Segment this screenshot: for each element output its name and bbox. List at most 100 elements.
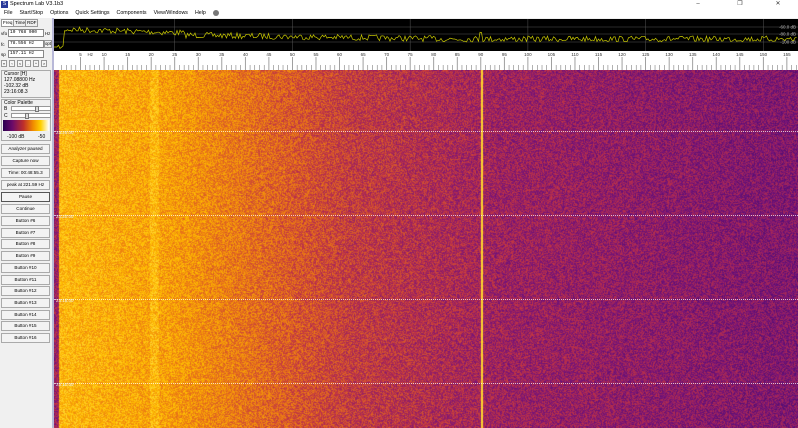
- time-display: Time: 00:48:55.3: [1, 168, 50, 178]
- menu-options[interactable]: Options: [50, 10, 69, 16]
- time-label: 23:10:00: [56, 382, 74, 387]
- fc-label: fc: [1, 42, 5, 47]
- menu-view-windows[interactable]: View/Windows: [153, 10, 188, 16]
- palette-gradient: [3, 120, 49, 131]
- cursor-title: Cursor [H]: [4, 71, 27, 77]
- axis-tick-label: 10: [102, 52, 108, 57]
- axis-tick-label: 60: [337, 52, 343, 57]
- sp-input[interactable]: 157.11 Hz: [8, 50, 44, 58]
- nav-up-button[interactable]: ^: [33, 60, 39, 67]
- restore-button[interactable]: ❐: [737, 1, 743, 7]
- brightness-thumb[interactable]: [35, 106, 40, 112]
- time-gridline: [54, 215, 798, 216]
- status-dot-icon[interactable]: [212, 9, 219, 16]
- axis-tick-label: 155: [783, 52, 791, 57]
- palette-min-label: -100 dB: [7, 134, 25, 140]
- axis-tick-label: 35: [219, 52, 225, 57]
- opt-button[interactable]: opt: [44, 40, 52, 48]
- left-panel: Freq Time RDF vfo 10 768 000 Hz fc 78.55…: [0, 18, 52, 428]
- axis-tick-label: 45: [266, 52, 272, 57]
- peak-display: peak at 221.59 Hz: [1, 180, 50, 190]
- cursor-group: Cursor [H] 127.08800 Hz -102.32 dB 23:16…: [1, 70, 51, 98]
- custom-button-7[interactable]: Button #7: [1, 227, 50, 238]
- menu-help[interactable]: Help: [194, 10, 206, 16]
- contrast-slider[interactable]: [11, 113, 51, 119]
- custom-button-9[interactable]: Button #9: [1, 251, 50, 262]
- axis-tick-label: 105: [548, 52, 556, 57]
- contrast-thumb[interactable]: [24, 113, 29, 119]
- axis-tick-label: 115: [595, 52, 603, 57]
- axis-tick-label: 75: [408, 52, 414, 57]
- nav-first-button[interactable]: «: [1, 60, 7, 67]
- axis-tick-label: 145: [736, 52, 744, 57]
- nav-prev-page-button[interactable]: ‹: [9, 60, 15, 67]
- brightness-label: B: [4, 106, 8, 112]
- axis-tick-label: 130: [665, 52, 673, 57]
- axis-tick-label: 5: [79, 52, 82, 57]
- tab-rdf[interactable]: RDF: [25, 19, 39, 27]
- menu-quick-settings[interactable]: Quick Settings: [75, 10, 110, 16]
- axis-tick-label: 120: [618, 52, 626, 57]
- waterfall-canvas[interactable]: [54, 70, 798, 428]
- axis-tick-label: 125: [642, 52, 650, 57]
- axis-tick-label: 30: [196, 52, 202, 57]
- continue-button[interactable]: Continue: [1, 204, 50, 214]
- nav-next-button[interactable]: >: [41, 60, 47, 67]
- sp-label: sp: [1, 52, 6, 57]
- menu-file[interactable]: File: [4, 10, 13, 16]
- custom-button-10[interactable]: Button #10: [1, 262, 50, 273]
- panel-separator[interactable]: [52, 18, 54, 428]
- custom-button-6[interactable]: Button #6: [1, 216, 50, 226]
- time-label: 23:15:00: [56, 298, 74, 303]
- axis-tick-label: 20: [149, 52, 155, 57]
- capture-now-button[interactable]: Capture now: [1, 156, 50, 166]
- fc-input[interactable]: 78.556 Hz: [8, 40, 44, 48]
- axis-tick-label: 40: [243, 52, 249, 57]
- custom-button-14[interactable]: Button #14: [1, 309, 50, 320]
- axis-tick-label: 65: [361, 52, 367, 57]
- db-label: -80.0 dB: [779, 32, 796, 37]
- title-bar: S Spectrum Lab V3.1b3 – ❐ ✕: [0, 0, 798, 9]
- axis-tick-label: 95: [502, 52, 508, 57]
- vfo-label: vfo: [1, 31, 8, 36]
- analyzer-paused-button[interactable]: Analyzer paused: [1, 144, 50, 154]
- axis-tick-label: 150: [760, 52, 768, 57]
- spectrum-graph[interactable]: -60.0 dB -80.0 dB -100 dB: [54, 19, 798, 51]
- axis-tick-label: 50: [290, 52, 296, 57]
- axis-tick-label: 140: [712, 52, 720, 57]
- minimize-button[interactable]: –: [696, 1, 700, 7]
- db-label: -100 dB: [780, 40, 796, 45]
- custom-button-16[interactable]: Button #16: [1, 333, 50, 343]
- axis-tick-label: 100: [524, 52, 532, 57]
- menu-start-stop[interactable]: Start/Stop: [19, 10, 44, 16]
- window-title: Spectrum Lab V3.1b3: [10, 1, 64, 7]
- axis-tick-label: 110: [571, 52, 579, 57]
- axis-tick-label: 55: [313, 52, 319, 57]
- axis-tick-label: 135: [689, 52, 697, 57]
- spectrum-trace: [54, 26, 797, 49]
- db-label: -60.0 dB: [779, 25, 796, 30]
- waterfall-display[interactable]: 23:25:00 23:20:00 23:15:00 23:10:00: [54, 70, 798, 428]
- brightness-slider[interactable]: [11, 106, 51, 112]
- nav-prev-button[interactable]: <: [17, 60, 23, 67]
- menu-bar: File Start/Stop Options Quick Settings Compo…: [0, 9, 798, 18]
- custom-button-8[interactable]: Button #8: [1, 239, 50, 250]
- cursor-level: -102.32 dB: [4, 83, 29, 89]
- custom-button-13[interactable]: Button #13: [1, 297, 50, 308]
- frequency-axis[interactable]: 5 10 15 20 25 30 35 40 45 50 55 60 65 70 75 80 85 90 95 100…: [54, 51, 798, 70]
- custom-button-12[interactable]: Button #12: [1, 286, 50, 297]
- axis-tick-label: 15: [125, 52, 131, 57]
- axis-tick-label: 85: [455, 52, 461, 57]
- palette-title: Color Palette: [4, 100, 33, 106]
- menu-components[interactable]: Components: [116, 10, 147, 16]
- custom-button-11[interactable]: Button #11: [1, 274, 50, 285]
- pause-button[interactable]: Pause: [1, 192, 50, 202]
- vfo-input[interactable]: 10 768 000: [8, 29, 44, 37]
- axis-tick-label: 70: [384, 52, 390, 57]
- contrast-label: C: [4, 113, 8, 119]
- axis-tick-label: 25: [172, 52, 178, 57]
- close-button[interactable]: ✕: [775, 1, 781, 7]
- nav-center-button[interactable]: .: [25, 60, 31, 67]
- time-label: 23:20:00: [56, 214, 74, 219]
- custom-button-15[interactable]: Button #15: [1, 321, 50, 332]
